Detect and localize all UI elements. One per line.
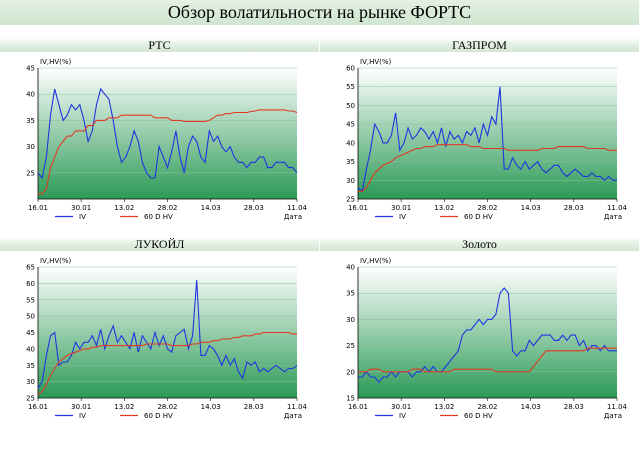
x-tick-label: 28.02 [477, 204, 497, 212]
legend-label: 60 D HV [144, 412, 173, 420]
chart-rts: 25 30 35 40 45 16.01 30.01 13.02 28.02 14.03 28.03… [0, 54, 319, 229]
y-tick-label: 45 [346, 121, 355, 129]
x-axis-label: Дата [604, 412, 622, 420]
y-tick-label: 40 [26, 345, 35, 353]
panel-title: ЛУКОЙЛ [134, 237, 185, 251]
y-axis-label: IV,HV(%) [40, 58, 72, 66]
plot-area [358, 267, 617, 398]
x-tick-label: 11.04 [287, 204, 308, 212]
y-tick-label: 25 [26, 169, 35, 177]
series-line-iv [37, 87, 298, 180]
x-axis-label: Дата [604, 213, 622, 221]
y-tick-label: 55 [346, 83, 355, 91]
series-line-hv [358, 347, 617, 373]
y-tick-label: 60 [346, 65, 355, 73]
y-axis-label: IV,HV(%) [360, 257, 392, 265]
chart-gazprom: 25 30 35 40 45 50 55 60 16.01 30.01 13.02 28.02 14.0… [320, 54, 639, 229]
series-line-hv [37, 331, 297, 396]
y-tick-label: 45 [26, 65, 35, 73]
legend-label: IV [79, 412, 86, 420]
x-tick-label: 28.03 [244, 204, 264, 212]
x-tick-label: 11.04 [607, 403, 628, 411]
x-tick-label: 14.03 [521, 204, 541, 212]
chart-lukoil: 25 30 35 40 45 50 55 60 65 16.01 30.01 13.02 28.02 14… [0, 253, 319, 428]
panel-header-gazprom: ГАЗПРОМ [320, 38, 639, 52]
y-tick-label: 25 [346, 196, 355, 204]
y-tick-label: 30 [26, 378, 35, 386]
x-tick-label: 13.02 [114, 403, 134, 411]
y-tick-label: 30 [26, 143, 35, 151]
x-tick-label: 30.01 [391, 403, 411, 411]
x-tick-label: 14.03 [521, 403, 541, 411]
x-tick-label: 11.04 [287, 403, 308, 411]
x-tick-label: 14.03 [201, 403, 221, 411]
x-tick-label: 16.01 [28, 204, 48, 212]
x-tick-label: 28.03 [564, 204, 584, 212]
series-line-iv [357, 86, 617, 193]
x-tick-label: 13.02 [434, 403, 454, 411]
x-tick-label: 28.02 [157, 403, 177, 411]
y-tick-label: 40 [26, 91, 35, 99]
y-tick-label: 25 [346, 342, 355, 350]
y-axis-label: IV,HV(%) [40, 257, 72, 265]
x-tick-label: 11.04 [607, 204, 628, 212]
x-tick-label: 14.03 [201, 204, 221, 212]
y-tick-label: 35 [346, 158, 355, 166]
legend-label: IV [399, 213, 406, 221]
x-tick-label: 16.01 [348, 204, 368, 212]
y-tick-label: 35 [346, 290, 355, 298]
x-tick-label: 16.01 [348, 403, 368, 411]
y-tick-label: 60 [26, 280, 35, 288]
x-tick-label: 13.02 [434, 204, 454, 212]
legend-label: 60 D HV [464, 412, 493, 420]
y-tick-label: 40 [346, 139, 355, 147]
y-tick-label: 45 [26, 329, 35, 337]
y-tick-label: 35 [26, 362, 35, 370]
chart-svg: 25 30 35 40 45 50 55 60 16.01 30.01 13.02 28.02 14.0… [346, 58, 628, 221]
x-tick-label: 16.01 [28, 403, 48, 411]
panel-header-rts: РТС [0, 38, 319, 52]
y-tick-label: 50 [346, 102, 355, 110]
chart-gold: 15 20 25 30 35 40 16.01 30.01 13.02 28.02 14.03 28.… [320, 253, 639, 428]
panel-header-lukoil: ЛУКОЙЛ [0, 237, 319, 251]
y-tick-label: 55 [26, 296, 35, 304]
chart-svg: 25 30 35 40 45 16.01 30.01 13.02 28.02 14.03 28.03… [26, 58, 308, 221]
panel-title: РТС [148, 38, 171, 52]
panel-header-gold: Золото [320, 237, 639, 251]
plot-area [38, 68, 297, 199]
x-tick-label: 28.02 [477, 403, 497, 411]
y-tick-label: 35 [26, 117, 35, 125]
x-tick-label: 28.03 [244, 403, 264, 411]
y-tick-label: 15 [346, 395, 355, 403]
panel-title: ГАЗПРОМ [452, 38, 507, 52]
legend-label: IV [399, 412, 406, 420]
y-tick-label: 50 [26, 313, 35, 321]
x-tick-label: 30.01 [71, 403, 91, 411]
x-tick-label: 30.01 [391, 204, 411, 212]
legend-label: 60 D HV [144, 213, 173, 221]
y-axis-label: IV,HV(%) [360, 58, 392, 66]
chart-svg: 15 20 25 30 35 40 16.01 30.01 13.02 28.02 14.03 28.… [346, 257, 628, 420]
y-tick-label: 20 [346, 368, 355, 376]
series-line-iv [37, 280, 298, 389]
y-tick-label: 30 [346, 177, 355, 185]
x-tick-label: 28.03 [564, 403, 584, 411]
y-tick-label: 30 [346, 316, 355, 324]
chart-svg: 25 30 35 40 45 50 55 60 65 16.01 30.01 13.02 28.02 14… [26, 257, 308, 420]
x-tick-label: 30.01 [71, 204, 91, 212]
legend-label: 60 D HV [464, 213, 493, 221]
panel-title: Золото [462, 237, 497, 251]
y-tick-label: 65 [26, 264, 35, 272]
series-line-hv [38, 109, 298, 195]
x-axis-label: Дата [284, 213, 302, 221]
x-tick-label: 13.02 [114, 204, 134, 212]
page-title: Обзор волатильности на рынке ФОРТС [0, 0, 639, 25]
y-tick-label: 25 [26, 395, 35, 403]
y-tick-label: 40 [346, 264, 355, 272]
x-axis-label: Дата [284, 412, 302, 420]
x-tick-label: 28.02 [157, 204, 177, 212]
series-line-hv [358, 144, 617, 193]
legend-label: IV [79, 213, 86, 221]
